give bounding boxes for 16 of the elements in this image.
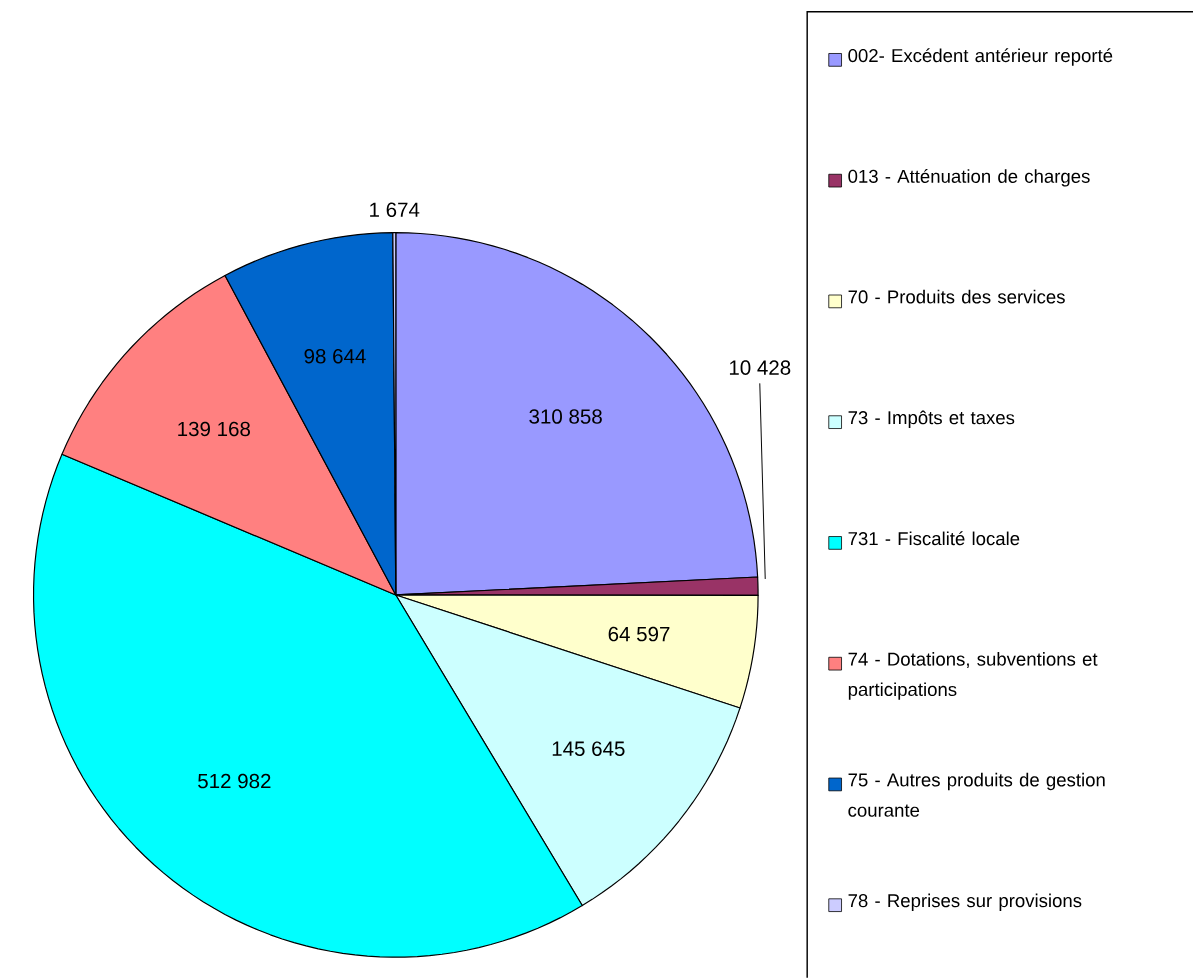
legend-label: 002- Excédent antérieur reporté bbox=[848, 48, 1113, 66]
legend-label: 78 - Reprises sur provisions bbox=[848, 893, 1082, 911]
legend-label: 70 - Produits des services bbox=[848, 289, 1065, 304]
data-label: 512 982 bbox=[198, 773, 271, 789]
legend-label: 731 - Fiscalité locale bbox=[848, 531, 1020, 546]
data-label: 310 858 bbox=[529, 409, 602, 424]
legend-label: 75 - Autres produits de gestion courante bbox=[848, 772, 1105, 817]
data-label: 1 674 bbox=[370, 202, 420, 218]
data-label: 98 644 bbox=[304, 349, 366, 364]
legend-label: 74 - Dotations, subventions et participations bbox=[848, 652, 1098, 700]
data-label: 64 597 bbox=[608, 626, 670, 642]
legend-label: 013 - Atténuation de charges bbox=[848, 169, 1090, 187]
data-label: 10 428 bbox=[729, 360, 791, 375]
legend-label: 73 - Impôts et taxes bbox=[848, 410, 1015, 429]
data-label: 139 168 bbox=[178, 421, 250, 437]
data-label: 145 645 bbox=[552, 741, 625, 757]
